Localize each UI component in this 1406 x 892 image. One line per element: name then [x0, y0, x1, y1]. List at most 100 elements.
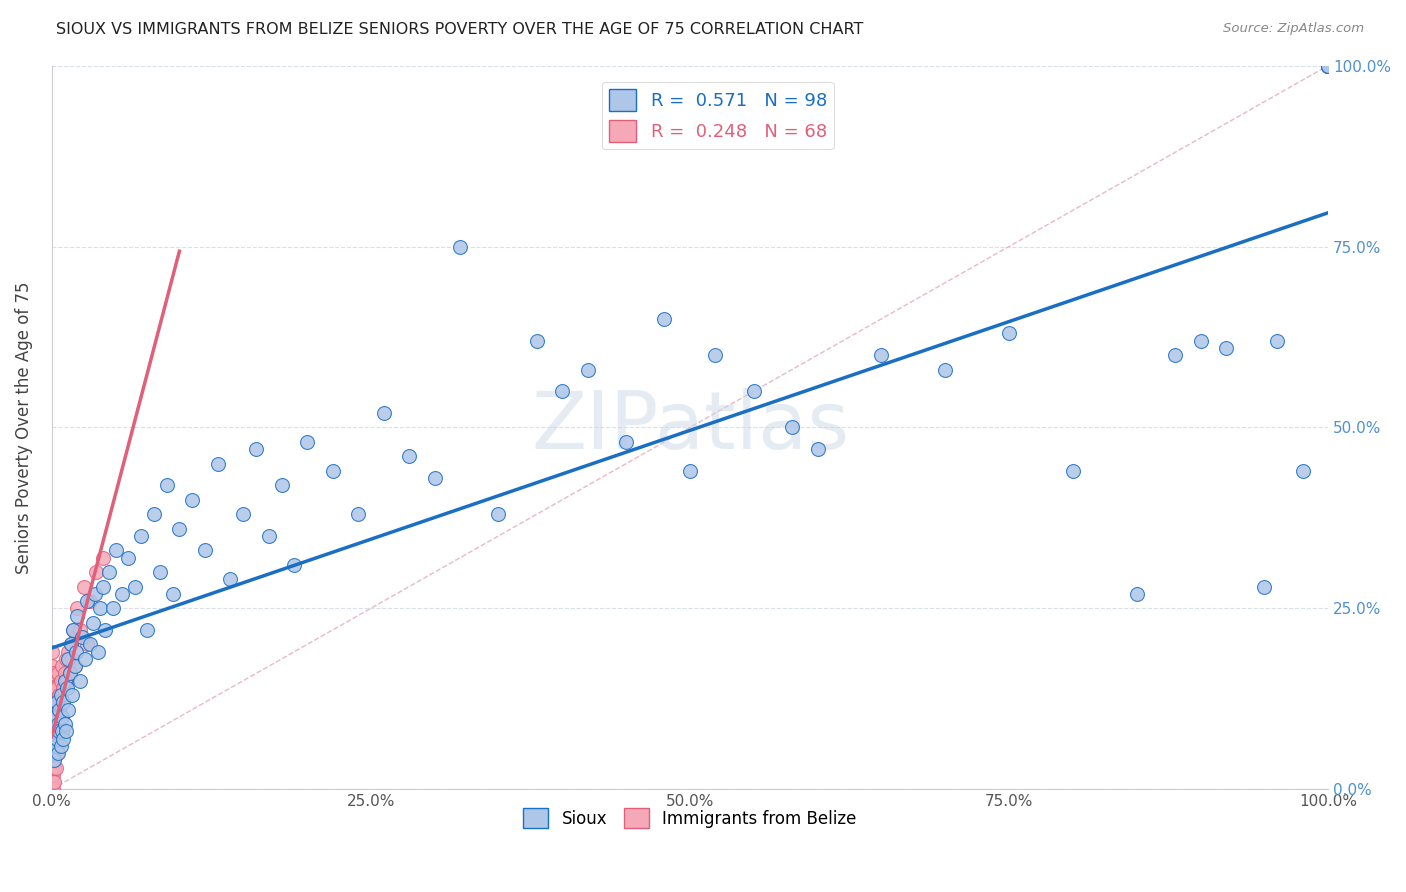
Point — [44, 724, 66, 739]
Point — [65, 645, 87, 659]
Point — [62, 623, 84, 637]
Point — [41, 746, 63, 760]
Point — [46, 666, 69, 681]
Point — [45, 739, 67, 753]
Point — [44, 710, 66, 724]
Point — [51, 710, 73, 724]
Point — [488, 508, 510, 522]
Point — [73, 652, 96, 666]
Point — [46, 717, 69, 731]
Text: Source: ZipAtlas.com: Source: ZipAtlas.com — [1223, 22, 1364, 36]
Point — [41, 717, 63, 731]
Point — [1062, 464, 1084, 478]
Point — [156, 478, 179, 492]
Point — [449, 239, 471, 253]
Point — [1317, 59, 1340, 73]
Point — [129, 529, 152, 543]
Point — [1317, 59, 1340, 73]
Point — [526, 334, 548, 348]
Point — [48, 703, 70, 717]
Point — [398, 450, 420, 464]
Point — [60, 652, 83, 666]
Point — [52, 695, 75, 709]
Point — [41, 673, 63, 688]
Point — [41, 760, 63, 774]
Point — [998, 326, 1021, 341]
Point — [46, 710, 69, 724]
Point — [283, 558, 305, 572]
Point — [41, 782, 63, 797]
Point — [295, 434, 318, 449]
Point — [1265, 334, 1288, 348]
Point — [1125, 587, 1147, 601]
Point — [55, 652, 77, 666]
Point — [66, 608, 89, 623]
Point — [58, 703, 80, 717]
Point — [780, 420, 803, 434]
Point — [42, 739, 65, 753]
Point — [56, 681, 79, 695]
Point — [42, 746, 65, 760]
Point — [44, 775, 66, 789]
Point — [101, 601, 124, 615]
Point — [169, 522, 191, 536]
Y-axis label: Seniors Poverty Over the Age of 75: Seniors Poverty Over the Age of 75 — [15, 281, 32, 574]
Point — [44, 760, 66, 774]
Point — [55, 724, 77, 739]
Point — [41, 768, 63, 782]
Point — [51, 659, 73, 673]
Point — [89, 601, 111, 615]
Point — [181, 492, 204, 507]
Point — [149, 565, 172, 579]
Point — [679, 464, 702, 478]
Point — [41, 739, 63, 753]
Point — [45, 731, 67, 746]
Point — [322, 464, 344, 478]
Point — [44, 724, 66, 739]
Point — [45, 695, 67, 709]
Point — [124, 580, 146, 594]
Point — [41, 695, 63, 709]
Point — [41, 703, 63, 717]
Point — [373, 406, 395, 420]
Point — [42, 768, 65, 782]
Point — [86, 645, 108, 659]
Point — [44, 739, 66, 753]
Point — [56, 673, 79, 688]
Point — [117, 550, 139, 565]
Point — [48, 688, 70, 702]
Point — [423, 471, 446, 485]
Text: ZIPatlas: ZIPatlas — [531, 388, 849, 467]
Point — [42, 746, 65, 760]
Point — [91, 550, 114, 565]
Point — [42, 710, 65, 724]
Point — [1253, 580, 1275, 594]
Point — [72, 630, 94, 644]
Point — [1317, 59, 1340, 73]
Point — [45, 746, 67, 760]
Point — [63, 659, 86, 673]
Point — [42, 681, 65, 695]
Point — [59, 638, 82, 652]
Point — [82, 615, 104, 630]
Point — [551, 384, 574, 399]
Point — [1317, 59, 1340, 73]
Point — [41, 782, 63, 797]
Point — [41, 731, 63, 746]
Point — [41, 753, 63, 767]
Point — [63, 659, 86, 673]
Point — [98, 565, 121, 579]
Text: SIOUX VS IMMIGRANTS FROM BELIZE SENIORS POVERTY OVER THE AGE OF 75 CORRELATION C: SIOUX VS IMMIGRANTS FROM BELIZE SENIORS … — [56, 22, 863, 37]
Point — [194, 543, 217, 558]
Point — [42, 753, 65, 767]
Point — [79, 594, 101, 608]
Point — [1317, 59, 1340, 73]
Point — [76, 638, 98, 652]
Point — [76, 594, 98, 608]
Point — [91, 580, 114, 594]
Point — [41, 645, 63, 659]
Point — [52, 731, 75, 746]
Point — [73, 580, 96, 594]
Point — [207, 457, 229, 471]
Point — [51, 724, 73, 739]
